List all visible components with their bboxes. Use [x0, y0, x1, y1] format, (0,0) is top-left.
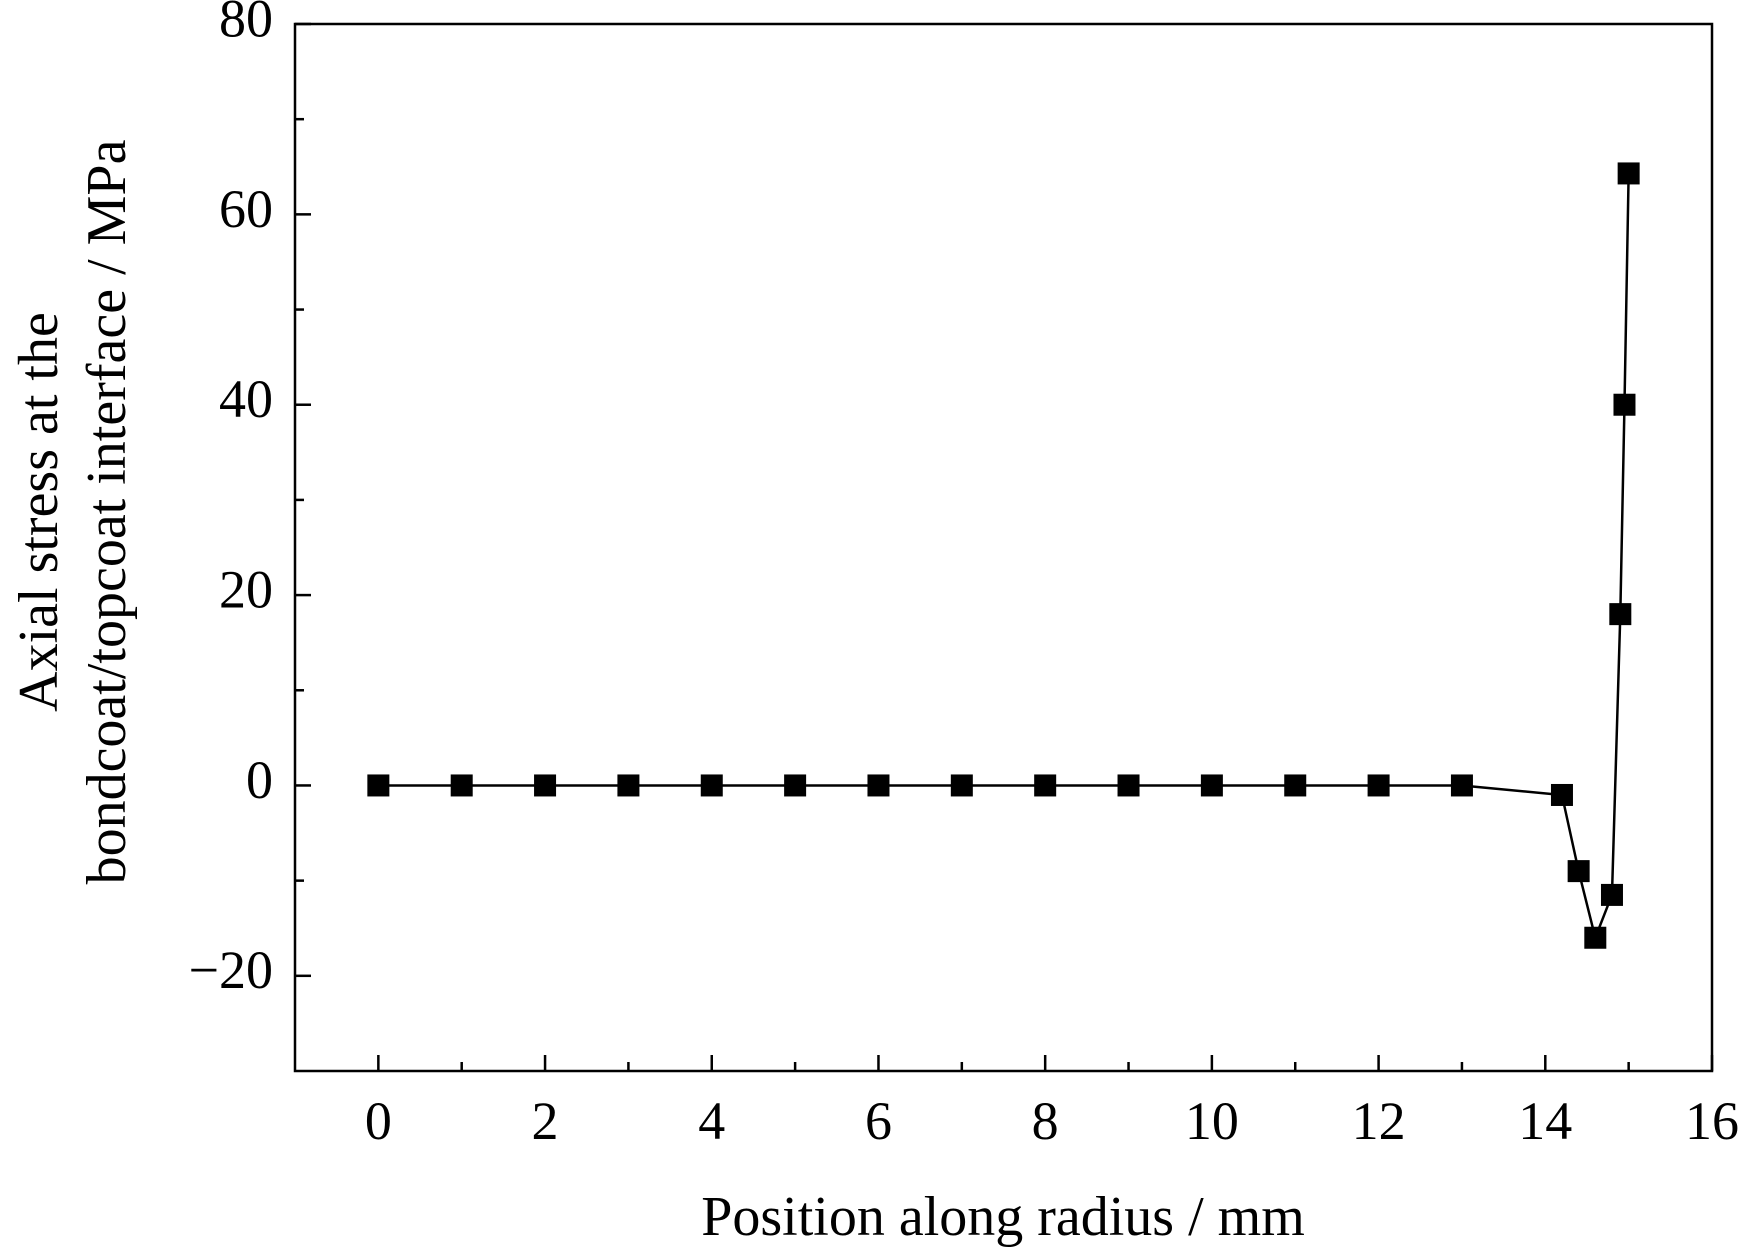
series-line	[378, 173, 1630, 942]
marker	[450, 774, 473, 797]
y-axis-label: bondcoat/topcoat interface / MPa	[76, 139, 138, 884]
marker	[1450, 774, 1473, 797]
y-tick-label: 80	[219, 0, 273, 48]
y-tick-label: 20	[219, 559, 273, 619]
marker	[534, 774, 557, 797]
marker	[1284, 774, 1307, 797]
x-tick-label: 14	[1518, 1091, 1572, 1151]
marker	[1034, 774, 1057, 797]
marker	[1600, 883, 1623, 906]
marker	[784, 774, 807, 797]
marker	[700, 774, 723, 797]
x-tick-label: 12	[1352, 1091, 1406, 1151]
marker	[1367, 774, 1390, 797]
x-axis-label: Position along radius / mm	[701, 1186, 1305, 1248]
marker	[867, 774, 890, 797]
marker	[1584, 926, 1607, 949]
x-tick-label: 6	[865, 1091, 892, 1151]
y-tick-label: 60	[219, 179, 273, 239]
y-tick-label: 0	[246, 750, 273, 810]
marker	[1200, 774, 1223, 797]
y-axis-label: Axial stress at the	[8, 312, 70, 712]
x-tick-label: 8	[1032, 1091, 1059, 1151]
x-tick-label: 16	[1685, 1091, 1739, 1151]
marker	[1609, 603, 1632, 626]
x-tick-label: 4	[698, 1091, 725, 1151]
marker	[1613, 393, 1636, 416]
marker	[1567, 860, 1590, 883]
marker	[1117, 774, 1140, 797]
plot-frame	[293, 22, 1714, 1073]
marker	[617, 774, 640, 797]
x-tick-label: 2	[532, 1091, 559, 1151]
x-tick-label: 10	[1185, 1091, 1239, 1151]
y-tick-label: −20	[189, 940, 273, 1000]
marker	[1550, 783, 1573, 806]
marker	[950, 774, 973, 797]
marker	[367, 774, 390, 797]
marker	[1617, 162, 1640, 185]
y-tick-label: 40	[219, 369, 273, 429]
x-tick-label: 0	[365, 1091, 392, 1151]
